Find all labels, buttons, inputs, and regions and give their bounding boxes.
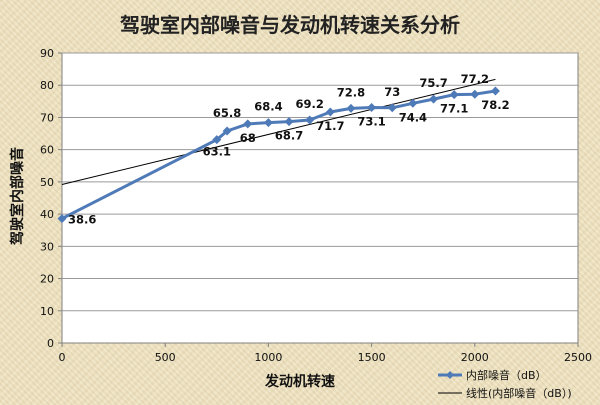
y-tick-label: 70 — [40, 111, 54, 124]
data-point — [367, 102, 377, 112]
series-noise — [57, 86, 500, 224]
data-label: 71.7 — [316, 119, 344, 133]
legend-trend-label: 线性(内部噪音（dB）) — [466, 386, 572, 400]
data-point — [325, 107, 335, 117]
gridlines — [62, 52, 578, 312]
data-point — [263, 118, 273, 128]
data-label: 68.7 — [275, 129, 303, 143]
x-tick-label: 2000 — [461, 351, 489, 364]
x-tick-label: 1500 — [358, 351, 386, 364]
x-tick-label: 2500 — [564, 351, 592, 364]
y-tick-label: 10 — [40, 305, 54, 318]
data-point — [449, 90, 459, 100]
data-point — [243, 119, 253, 129]
data-labels: 38.6 63.1 65.8 68 68.4 68.7 69.2 71.7 72.8 73.1 73… — [68, 72, 510, 226]
data-label: 38.6 — [68, 213, 96, 227]
y-tick-label: 40 — [40, 208, 54, 221]
x-axis-ticks: 0 500 1000 1500 2000 2500 — [59, 343, 592, 364]
data-label: 73.1 — [357, 114, 385, 128]
y-tick-label: 0 — [47, 337, 54, 350]
plot-area — [61, 52, 579, 344]
data-label: 69.2 — [295, 97, 323, 111]
data-point — [222, 126, 232, 136]
y-tick-label: 50 — [40, 176, 54, 189]
data-point — [470, 89, 480, 99]
legend: 内部噪音（dB） 线性(内部噪音（dB）) — [438, 368, 572, 400]
y-axis-ticks: 0 10 20 30 40 50 60 70 80 90 — [40, 47, 62, 350]
trendline — [61, 78, 496, 185]
data-label: 77.1 — [440, 102, 468, 116]
series-line — [61, 89, 496, 220]
y-axis-title: 驾驶室内部噪音 — [9, 147, 26, 246]
data-point — [490, 86, 500, 96]
y-tick-label: 80 — [40, 79, 54, 92]
data-label: 68.4 — [254, 100, 282, 114]
data-label: 63.1 — [203, 145, 231, 159]
y-tick-label: 90 — [40, 47, 54, 60]
legend-series-marker — [446, 371, 454, 379]
data-point — [284, 117, 294, 127]
data-point — [346, 103, 356, 113]
data-point — [57, 214, 67, 224]
y-tick-label: 30 — [40, 240, 54, 253]
y-tick-label: 60 — [40, 144, 54, 157]
data-point — [212, 135, 222, 145]
data-label: 73 — [384, 85, 400, 99]
x-tick-label: 1000 — [254, 351, 282, 364]
chart-title: 驾驶室内部噪音与发动机转速关系分析 — [120, 13, 460, 37]
data-point — [305, 115, 315, 125]
data-label: 74.4 — [399, 110, 427, 124]
x-tick-label: 0 — [59, 351, 66, 364]
x-axis-title: 发动机转速 — [264, 373, 335, 390]
y-tick-label: 20 — [40, 273, 54, 286]
legend-series-label: 内部噪音（dB） — [466, 368, 547, 382]
data-label: 65.8 — [213, 106, 241, 120]
data-point — [408, 98, 418, 108]
data-label: 78.2 — [481, 98, 509, 112]
data-point — [387, 103, 397, 113]
data-label: 77.2 — [461, 72, 489, 86]
data-point — [429, 94, 439, 104]
data-label: 68 — [240, 131, 256, 145]
trendline-line — [61, 78, 496, 185]
data-label: 72.8 — [337, 85, 365, 99]
data-label: 75.7 — [419, 76, 447, 90]
x-tick-label: 500 — [155, 351, 176, 364]
